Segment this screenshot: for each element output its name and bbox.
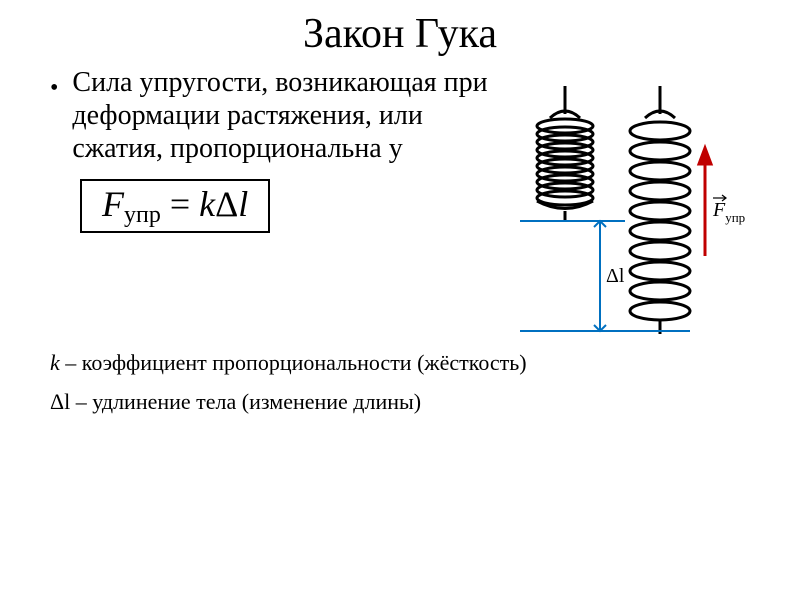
definition-dl: Δl – удлинение тела (изменение длины): [50, 385, 750, 418]
slide: Закон Гука • Сила упругости, возникающая…: [0, 0, 800, 600]
bullet-text: Сила упругости, возникающая при деформац…: [72, 66, 490, 165]
content-row: • Сила упругости, возникающая при деформ…: [50, 66, 750, 346]
spring-diagram: Δl Fупр: [490, 76, 750, 346]
delta-l-bracket: [594, 221, 606, 331]
slide-title: Закон Гука: [50, 10, 750, 58]
def-dl-sym: Δl: [50, 389, 70, 414]
def-dl-text: – удлинение тела (изменение длины): [70, 389, 421, 414]
delta-l-label: Δl: [606, 265, 625, 287]
text-column: • Сила упругости, возникающая при деформ…: [50, 66, 490, 346]
formula-delta: Δ: [215, 184, 238, 224]
definition-k: k – коэффициент пропорциональности (жёст…: [50, 346, 750, 379]
formula-F: F: [102, 184, 124, 224]
formula-box: Fупр = kΔl: [80, 179, 270, 233]
formula-l: l: [238, 184, 248, 224]
formula-eq: =: [161, 184, 199, 224]
left-spring: [537, 86, 593, 221]
bullet-item: • Сила упругости, возникающая при деформ…: [50, 66, 490, 165]
bullet-dot-icon: •: [50, 74, 58, 102]
force-arrow: [699, 148, 711, 256]
force-label: Fупр: [712, 199, 745, 225]
diagram-column: Δl Fупр: [490, 66, 750, 346]
def-k-text: – коэффициент пропорциональности (жёстко…: [60, 350, 527, 375]
formula-k: k: [199, 184, 215, 224]
formula-sub: упр: [124, 202, 161, 228]
def-k-sym: k: [50, 350, 60, 375]
right-spring: [630, 86, 690, 334]
